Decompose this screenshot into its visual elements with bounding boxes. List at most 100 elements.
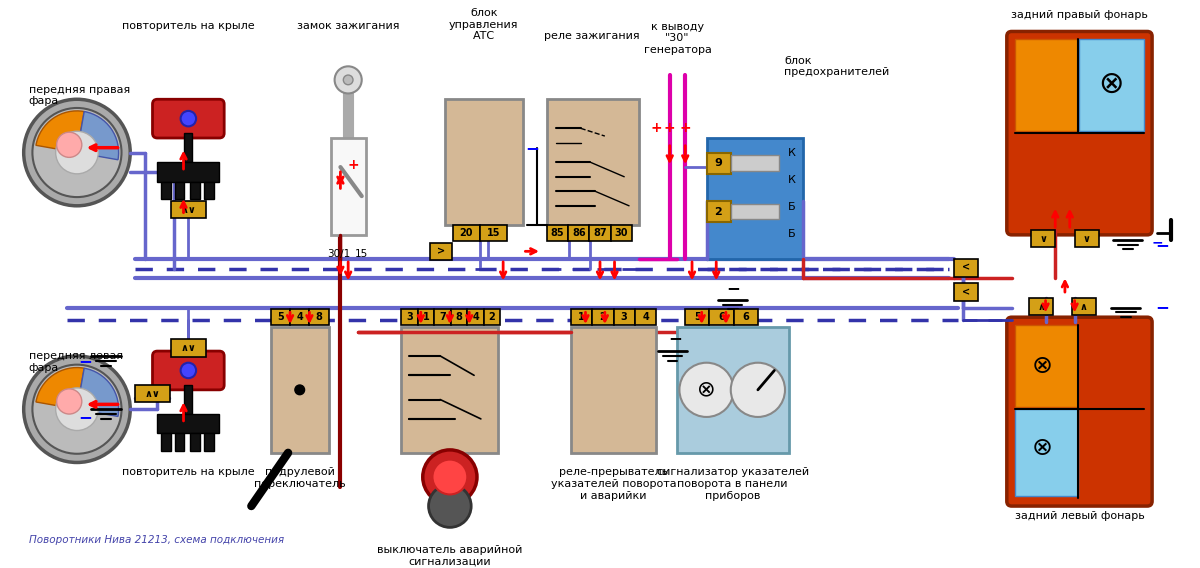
Text: К: К <box>788 148 796 157</box>
FancyBboxPatch shape <box>152 99 224 138</box>
FancyBboxPatch shape <box>1014 39 1078 131</box>
Circle shape <box>679 363 733 417</box>
Text: 86: 86 <box>572 228 586 238</box>
FancyBboxPatch shape <box>170 340 205 357</box>
FancyBboxPatch shape <box>161 433 170 451</box>
FancyBboxPatch shape <box>484 310 500 325</box>
FancyBboxPatch shape <box>185 385 192 414</box>
Text: −: − <box>78 408 91 426</box>
FancyBboxPatch shape <box>731 204 779 219</box>
Text: блок
управления
АТС: блок управления АТС <box>449 8 518 41</box>
Text: 2: 2 <box>488 312 496 322</box>
FancyBboxPatch shape <box>331 138 366 235</box>
Text: 30: 30 <box>614 228 628 238</box>
Text: 9: 9 <box>714 158 722 168</box>
Text: −: − <box>1154 236 1169 253</box>
Text: задний левый фонарь: задний левый фонарь <box>1014 511 1145 521</box>
Text: повторитель на крыле: повторитель на крыле <box>122 22 254 31</box>
Text: −: − <box>526 139 539 157</box>
Text: ∧: ∧ <box>1080 302 1087 311</box>
Text: 15: 15 <box>487 228 500 238</box>
Circle shape <box>180 111 196 126</box>
Text: повторитель на крыле: повторитель на крыле <box>122 467 254 477</box>
Text: реле-прерыватель
указателей поворота
и аварийки: реле-прерыватель указателей поворота и а… <box>551 467 677 500</box>
FancyBboxPatch shape <box>571 310 593 325</box>
FancyBboxPatch shape <box>731 156 779 171</box>
Circle shape <box>422 450 476 504</box>
Text: +: + <box>664 122 676 135</box>
Text: сигнализатор указателей
поворота в панели
приборов: сигнализатор указателей поворота в панел… <box>656 467 809 500</box>
FancyBboxPatch shape <box>954 259 978 277</box>
Text: >: > <box>437 247 445 256</box>
FancyBboxPatch shape <box>635 310 656 325</box>
FancyBboxPatch shape <box>271 310 290 325</box>
Text: замок зажигания: замок зажигания <box>296 22 400 31</box>
FancyBboxPatch shape <box>685 310 709 325</box>
Circle shape <box>335 66 361 94</box>
FancyBboxPatch shape <box>445 99 522 225</box>
Text: ∨: ∨ <box>1082 234 1091 244</box>
FancyBboxPatch shape <box>451 310 467 325</box>
Text: +: + <box>347 158 359 172</box>
Circle shape <box>295 385 305 395</box>
Circle shape <box>731 363 785 417</box>
Wedge shape <box>36 111 84 153</box>
Text: 8: 8 <box>456 312 462 322</box>
Text: Б: Б <box>788 202 796 212</box>
Text: 2: 2 <box>714 207 722 216</box>
Circle shape <box>56 132 82 157</box>
FancyBboxPatch shape <box>547 99 638 225</box>
Text: <: < <box>961 263 970 273</box>
Wedge shape <box>77 368 119 416</box>
Circle shape <box>343 75 353 85</box>
FancyBboxPatch shape <box>1075 230 1099 248</box>
FancyBboxPatch shape <box>707 153 731 174</box>
FancyBboxPatch shape <box>1014 409 1078 496</box>
Text: 20: 20 <box>460 228 473 238</box>
FancyBboxPatch shape <box>402 310 418 325</box>
Text: 5: 5 <box>694 312 701 322</box>
FancyBboxPatch shape <box>452 225 480 241</box>
FancyBboxPatch shape <box>204 433 214 451</box>
Text: 3: 3 <box>620 312 628 322</box>
FancyBboxPatch shape <box>733 310 758 325</box>
Text: 85: 85 <box>551 228 564 238</box>
Text: Б: Б <box>788 229 796 239</box>
FancyBboxPatch shape <box>152 351 224 390</box>
FancyBboxPatch shape <box>161 182 170 199</box>
Text: передняя правая
фара: передняя правая фара <box>29 85 130 106</box>
Text: 2: 2 <box>600 312 606 322</box>
FancyBboxPatch shape <box>418 310 434 325</box>
Text: 4: 4 <box>472 312 479 322</box>
Text: 7: 7 <box>439 312 446 322</box>
FancyBboxPatch shape <box>175 182 185 199</box>
Circle shape <box>24 356 131 462</box>
Text: ⊗: ⊗ <box>1032 354 1054 378</box>
Text: ∧∨: ∧∨ <box>180 343 197 353</box>
Text: передняя левая
фара: передняя левая фара <box>29 351 122 373</box>
Text: <: < <box>961 287 970 297</box>
FancyBboxPatch shape <box>1030 298 1054 315</box>
FancyBboxPatch shape <box>1007 317 1152 506</box>
Text: +: + <box>650 122 662 135</box>
FancyBboxPatch shape <box>136 385 170 403</box>
Wedge shape <box>77 111 119 160</box>
FancyBboxPatch shape <box>185 133 192 162</box>
Text: К: К <box>788 174 796 185</box>
Text: 6: 6 <box>743 312 749 322</box>
Text: ⊗: ⊗ <box>1032 436 1054 460</box>
Text: реле зажигания: реле зажигания <box>545 31 640 41</box>
Circle shape <box>55 131 98 174</box>
FancyBboxPatch shape <box>175 433 185 451</box>
FancyBboxPatch shape <box>157 162 220 182</box>
Text: к выводу
"30"
генератора: к выводу "30" генератора <box>643 22 712 55</box>
FancyBboxPatch shape <box>467 310 484 325</box>
Circle shape <box>32 365 121 454</box>
Text: 6: 6 <box>718 312 725 322</box>
FancyBboxPatch shape <box>480 225 508 241</box>
FancyBboxPatch shape <box>611 225 632 241</box>
FancyBboxPatch shape <box>434 310 451 325</box>
Text: 8: 8 <box>316 312 323 322</box>
FancyBboxPatch shape <box>571 327 656 453</box>
FancyBboxPatch shape <box>1080 39 1145 131</box>
